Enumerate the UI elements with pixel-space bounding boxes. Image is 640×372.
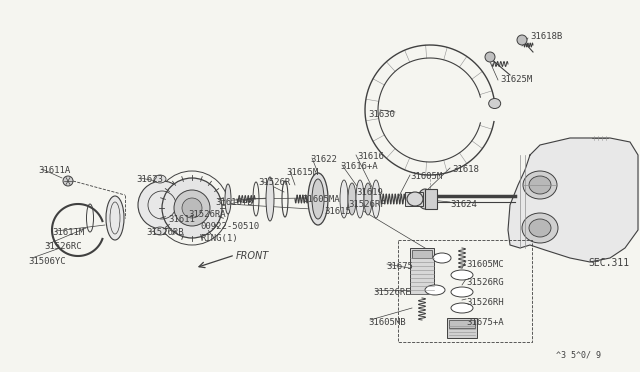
Ellipse shape (364, 183, 372, 215)
Ellipse shape (154, 227, 166, 235)
Text: 31526RA: 31526RA (188, 210, 226, 219)
Text: 31623: 31623 (136, 175, 163, 184)
Ellipse shape (225, 184, 231, 214)
Text: 31616+B: 31616+B (215, 198, 253, 207)
Text: 31622: 31622 (310, 155, 337, 164)
Ellipse shape (308, 173, 328, 225)
Text: 31675+A: 31675+A (466, 318, 504, 327)
Bar (425, 189, 437, 209)
Ellipse shape (340, 180, 348, 218)
Bar (449, 320, 475, 328)
Text: 31526RB: 31526RB (146, 228, 184, 237)
Bar (405, 192, 423, 206)
Ellipse shape (433, 253, 451, 263)
Text: 31675: 31675 (386, 262, 413, 271)
Text: SEC.311: SEC.311 (588, 258, 629, 268)
Text: 31618B: 31618B (530, 32, 563, 41)
Circle shape (174, 190, 210, 226)
Text: ^3 5^0/ 9: ^3 5^0/ 9 (556, 350, 601, 359)
Ellipse shape (523, 171, 557, 199)
Ellipse shape (529, 219, 551, 237)
Text: 31624: 31624 (450, 200, 477, 209)
Ellipse shape (372, 180, 380, 218)
Ellipse shape (154, 175, 166, 183)
Text: 31605MB: 31605MB (368, 318, 406, 327)
Bar (410, 248, 434, 294)
Ellipse shape (489, 99, 500, 109)
Text: 31618: 31618 (452, 165, 479, 174)
Text: 31526RG: 31526RG (466, 278, 504, 287)
Text: 31619: 31619 (356, 188, 383, 197)
Circle shape (517, 35, 527, 45)
Text: FRONT: FRONT (236, 251, 269, 261)
Text: 31526R: 31526R (258, 178, 291, 187)
Text: 31611: 31611 (168, 215, 195, 224)
Text: 31605M: 31605M (410, 172, 442, 181)
Text: 31625M: 31625M (500, 75, 532, 84)
Ellipse shape (522, 213, 558, 243)
Ellipse shape (451, 303, 473, 313)
Circle shape (182, 198, 202, 218)
Text: 31611M: 31611M (52, 228, 84, 237)
Ellipse shape (106, 196, 124, 240)
Polygon shape (508, 138, 638, 262)
Text: RING(1): RING(1) (200, 234, 237, 243)
Text: 31616+A: 31616+A (340, 162, 378, 171)
Ellipse shape (529, 176, 551, 194)
Text: 31616: 31616 (357, 152, 384, 161)
Ellipse shape (266, 177, 274, 221)
Ellipse shape (451, 287, 473, 297)
Ellipse shape (418, 189, 432, 209)
Text: 00922-50510: 00922-50510 (200, 222, 259, 231)
Text: 31605MA: 31605MA (302, 195, 340, 204)
Ellipse shape (407, 192, 423, 206)
Ellipse shape (312, 179, 324, 219)
Ellipse shape (451, 270, 473, 280)
Ellipse shape (348, 183, 356, 215)
Text: 31506YC: 31506YC (28, 257, 66, 266)
Ellipse shape (356, 180, 364, 218)
Text: 31630: 31630 (368, 110, 395, 119)
Text: 31526RE: 31526RE (373, 288, 411, 297)
Bar (412, 250, 432, 258)
Circle shape (138, 181, 186, 229)
Text: 31605MC: 31605MC (466, 260, 504, 269)
Text: 31615M: 31615M (286, 168, 318, 177)
Text: 31615: 31615 (324, 207, 351, 216)
Circle shape (63, 176, 73, 186)
Ellipse shape (425, 285, 445, 295)
Circle shape (162, 178, 222, 238)
Text: 31526RF: 31526RF (348, 200, 386, 209)
Text: 31526RC: 31526RC (44, 242, 82, 251)
Text: 31611A: 31611A (38, 166, 70, 175)
Text: 31526RH: 31526RH (466, 298, 504, 307)
Bar (447, 318, 477, 338)
Circle shape (485, 52, 495, 62)
